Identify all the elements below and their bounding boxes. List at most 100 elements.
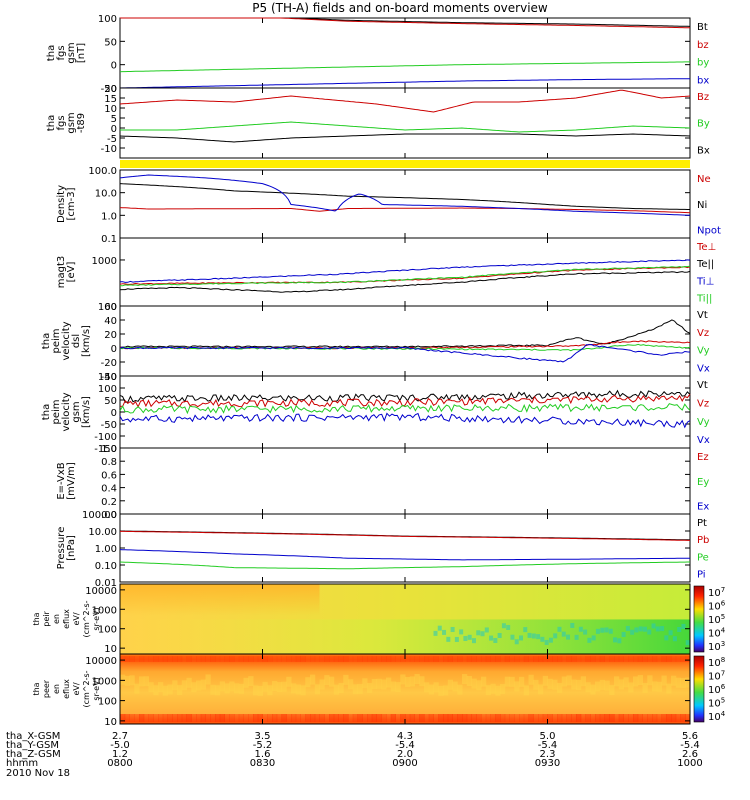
series-Pi: [119, 549, 691, 561]
y-axis-label-line: magt3: [56, 256, 67, 289]
y-axis-label-line: (cm^2-s-: [82, 600, 91, 637]
y-axis-label: tha peim velocity gsm [km/s]: [41, 392, 92, 431]
y-tick-label: 5: [111, 114, 117, 125]
colorbar-label: 107: [708, 670, 725, 683]
y-axis-label: Density [cm-3]: [56, 185, 77, 223]
series-Npot: [119, 174, 691, 216]
legend-Ez: Ez: [697, 452, 709, 463]
panel-frame: [119, 87, 691, 159]
quality-band-bar: [120, 160, 690, 168]
panel-fgs-gsm: 100 50 0 -50 tha fgs gsm [nT] Bt bz by bx: [46, 14, 709, 95]
series-Vy: [119, 403, 691, 415]
y-axis-label-line: en: [52, 614, 61, 624]
legend-Ey: Ey: [697, 477, 709, 488]
colorbar-label: 105: [708, 697, 725, 710]
y-axis-label-line: tha: [46, 45, 57, 61]
legend-Ti⊥: Ti⊥: [696, 276, 714, 287]
y-axis-label-line: velocity: [61, 392, 72, 431]
legend-Pi: Pi: [697, 570, 706, 581]
footer-tick-value: 0900: [392, 758, 417, 769]
y-tick-label: 0.6: [101, 470, 117, 481]
y-axis-label-line: -t89: [76, 113, 87, 133]
y-tick-label: 100: [98, 625, 117, 636]
y-tick-label: 100.00: [82, 510, 117, 521]
y-tick-label: 10: [104, 104, 117, 115]
legend-Bz: Bz: [697, 92, 709, 103]
y-axis-label-line: eV/: [72, 682, 81, 695]
footer-tick-value: -5.0: [110, 740, 130, 751]
footer-row-label: tha_X-GSM: [6, 731, 60, 742]
legend-Vt: Vt: [697, 310, 708, 321]
legend-Vx: Vx: [697, 363, 710, 374]
panel-efield: 1.0 0.8 0.6 0.4 0.2 0.0 E=-VxB [mV/m] Ez Ey Ex: [56, 444, 709, 521]
legend-Vy: Vy: [697, 417, 710, 428]
legend-bx: bx: [697, 75, 709, 86]
legend-Bt: Bt: [697, 22, 708, 33]
legend-Ni: Ni: [697, 200, 707, 211]
y-tick-label: 20: [104, 330, 117, 341]
y-axis-label-line: tha: [41, 333, 52, 349]
y-axis-label-line: Pressure: [56, 527, 67, 570]
panel-temperature: 1000 100 magt3 [eV] Te⊥ Te|| Ti⊥ Ti||: [56, 237, 716, 313]
y-axis-label-line: [km/s]: [81, 396, 92, 428]
colorbar-label: 105: [708, 613, 725, 626]
series-Ne: [119, 207, 691, 214]
y-axis-label-line: tha: [32, 682, 41, 695]
colorbar-label: 107: [708, 586, 725, 599]
legend-Pb: Pb: [697, 535, 709, 546]
y-axis-label-line: peim: [51, 399, 62, 424]
y-tick-label: -40: [101, 372, 117, 383]
colorbar-label: 104: [708, 710, 726, 723]
y-tick-label: 10.0: [95, 189, 117, 200]
y-axis-label: tha fgs gsm [nT]: [46, 42, 87, 63]
y-axis-label-line: en: [52, 684, 61, 694]
y-tick-label: 100: [98, 697, 117, 708]
y-axis-label-line: sr-eV): [92, 607, 101, 630]
series-Te||: [119, 270, 691, 293]
y-axis-label-line: fgs: [56, 115, 67, 130]
y-axis-label-line: [cm-3]: [66, 187, 77, 220]
series-Vt: [119, 389, 691, 403]
panel-density: 100.0 10.0 1.0 0.1 Density [cm-3] Ne Ni Npot: [56, 166, 721, 245]
footer-date: 2010 Nov 18: [6, 768, 70, 779]
y-axis-label-line: gsm: [66, 112, 77, 133]
y-axis-label-line: gsm: [71, 401, 82, 422]
panel-frame: [119, 513, 691, 583]
panel-frame: [119, 447, 691, 515]
panel-frame: [119, 17, 691, 89]
series-By: [120, 121, 691, 133]
spectrogram-fill: [120, 654, 691, 724]
series-Vx: [119, 343, 691, 363]
y-tick-label: 100: [98, 302, 117, 313]
series-Ni: [119, 183, 690, 210]
colorbar-label: 104: [708, 627, 726, 640]
panel-frame: [119, 305, 691, 377]
y-axis-label-line: tha: [46, 115, 57, 131]
y-axis-label-line: tha: [32, 612, 41, 625]
footer-tick-value: 5.6: [682, 731, 698, 742]
legend-Ti||: Ti||: [696, 294, 712, 305]
colorbar-label: 103: [708, 640, 725, 653]
y-axis-label-line: [nT]: [76, 43, 87, 63]
y-axis-label-line: eV/: [72, 612, 81, 625]
series-Bx: [119, 133, 691, 143]
y-tick-label: 10.00: [88, 527, 117, 538]
y-tick-label: 0.4: [101, 484, 117, 495]
footer-tick-value: -5.2: [253, 740, 273, 751]
y-tick-label: -100: [94, 432, 117, 443]
series-Ti||: [120, 265, 691, 287]
y-axis-label-line: [mV/m]: [66, 462, 77, 500]
y-tick-label: -10: [101, 144, 117, 155]
y-tick-label: -150: [94, 444, 117, 455]
y-tick-label: 1.0: [101, 211, 117, 222]
series-bz: [120, 17, 691, 29]
panel-frame: [119, 169, 691, 239]
footer-tick-value: 2.3: [540, 749, 556, 760]
y-axis-label-line: [eV]: [66, 262, 77, 283]
panel-quality-band: [120, 160, 690, 168]
y-tick-label: 0: [111, 124, 117, 135]
series-Pe: [119, 561, 690, 570]
